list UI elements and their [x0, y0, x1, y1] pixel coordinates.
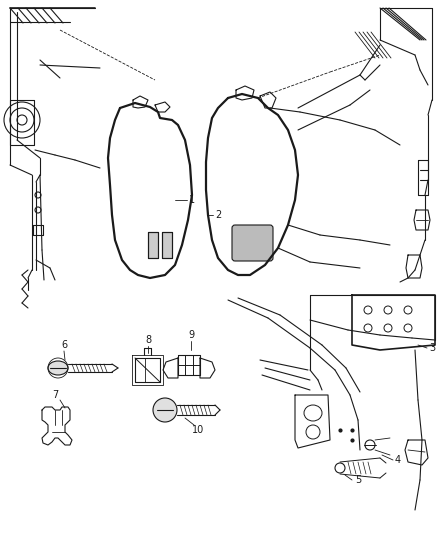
Polygon shape — [162, 232, 172, 258]
Text: 3: 3 — [429, 343, 435, 353]
Text: 1: 1 — [189, 195, 195, 205]
Text: 5: 5 — [355, 475, 361, 485]
Text: 9: 9 — [188, 330, 194, 340]
Text: 8: 8 — [145, 335, 151, 345]
Ellipse shape — [48, 361, 68, 375]
Text: 2: 2 — [215, 210, 221, 220]
Circle shape — [153, 398, 177, 422]
Text: 10: 10 — [192, 425, 204, 435]
Text: 6: 6 — [61, 340, 67, 350]
Polygon shape — [148, 232, 158, 258]
FancyBboxPatch shape — [232, 225, 273, 261]
Text: 7: 7 — [52, 390, 58, 400]
Text: 4: 4 — [395, 455, 401, 465]
